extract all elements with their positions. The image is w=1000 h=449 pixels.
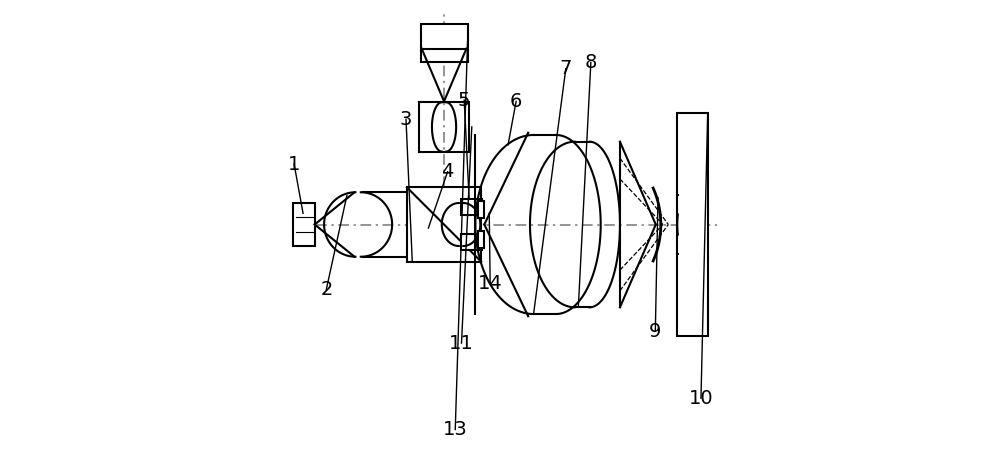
Bar [407, 187, 481, 262]
Text: 14: 14 [478, 274, 503, 293]
Bar [461, 198, 482, 215]
Text: 6: 6 [510, 92, 522, 111]
Text: 9: 9 [649, 321, 662, 340]
Text: 3: 3 [400, 110, 412, 129]
Text: 11: 11 [449, 334, 474, 352]
Bar [478, 231, 484, 248]
Text: 7: 7 [560, 59, 572, 78]
Bar [293, 203, 315, 246]
Bar [478, 201, 484, 218]
Bar [461, 234, 482, 251]
Text: 10: 10 [689, 389, 713, 408]
Bar [421, 24, 468, 62]
Text: 4: 4 [441, 162, 454, 181]
Text: 13: 13 [443, 420, 468, 439]
Bar [677, 114, 708, 335]
Text: 8: 8 [585, 53, 597, 72]
Text: 5: 5 [458, 91, 470, 110]
Text: 1: 1 [288, 154, 300, 174]
Text: 2: 2 [320, 280, 333, 299]
